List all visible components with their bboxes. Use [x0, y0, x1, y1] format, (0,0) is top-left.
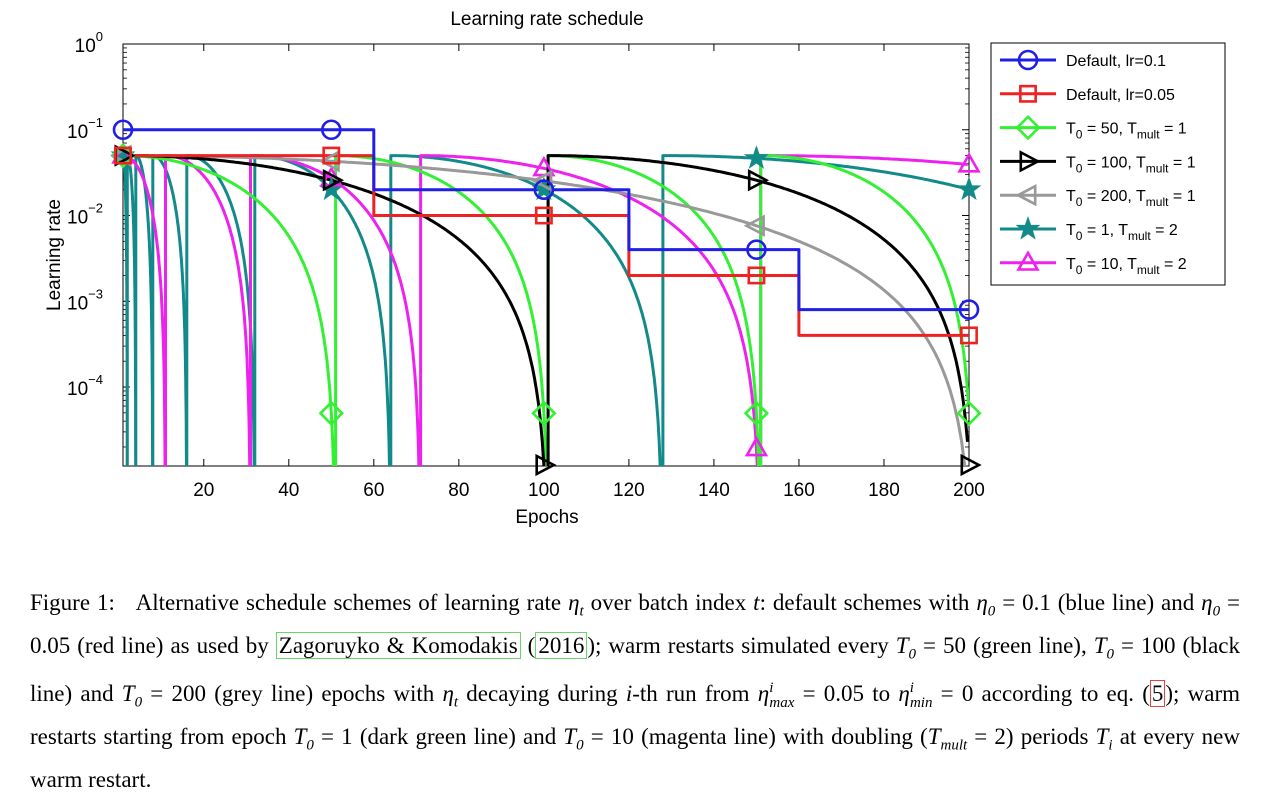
series-markers [110, 119, 982, 477]
x-axis-label: Epochs [515, 507, 578, 528]
legend-entry-0: Default, lr=0.1 [1066, 53, 1166, 70]
series-marker-4 [743, 214, 765, 237]
x-tick-label: 20 [193, 480, 214, 501]
series-line-5 [123, 154, 968, 466]
series-marker-3 [535, 453, 557, 477]
legend-marker [1015, 184, 1037, 207]
series-marker-0 [746, 239, 767, 260]
series-line-3 [123, 154, 969, 466]
series-marker-3 [960, 453, 982, 477]
series-marker-0 [321, 119, 342, 141]
caption-label: Figure 1: [30, 590, 115, 615]
series-marker-0 [958, 299, 980, 320]
legend-entry-6: T0 = 10, Tmult = 2 [1066, 256, 1187, 277]
equation-ref-link[interactable]: 5 [1149, 680, 1166, 708]
series-marker-1 [960, 326, 978, 345]
series-marker-0 [533, 179, 555, 201]
legend-entry-5: T0 = 1, Tmult = 2 [1066, 222, 1178, 243]
series-lines [123, 128, 969, 466]
series-marker-3 [747, 169, 770, 192]
x-tick-label: 60 [363, 480, 384, 501]
legend-entry-1: Default, lr=0.05 [1066, 87, 1175, 104]
series-marker-2 [956, 400, 982, 426]
series-marker-1 [747, 266, 766, 285]
series-line-0 [123, 128, 969, 312]
legend-marker [1016, 250, 1040, 271]
chart-title: Learning rate schedule [450, 9, 643, 30]
x-tick-label: 140 [698, 480, 730, 501]
y-tick-label: 10−3 [67, 286, 103, 314]
figure-caption: Figure 1: Alternative schedule schemes o… [30, 590, 1241, 793]
y-tick-label: 10−4 [67, 372, 103, 400]
series-marker-5 [956, 176, 982, 201]
x-tick-label: 120 [613, 480, 645, 501]
x-axis-ticks: 20 40 60 80 100 120 140 160 180 200 [193, 44, 985, 501]
series-marker-2 [743, 400, 770, 426]
y-axis-label: Learning rate [44, 199, 65, 311]
citation-link-authors[interactable]: Zagoruyko & Komodakis [275, 632, 521, 660]
learning-rate-figure: Learning rate schedule 20 40 60 80 100 120 140… [44, 9, 1226, 528]
x-tick-label: 160 [783, 480, 815, 501]
x-tick-label: 100 [528, 480, 560, 501]
legend-entry-2: T0 = 50, Tmult = 1 [1066, 121, 1187, 142]
y-tick-label: 10−2 [67, 201, 103, 229]
x-tick-label: 180 [868, 480, 900, 501]
series-marker-5 [743, 145, 769, 169]
legend-marker [1019, 150, 1041, 173]
series-marker-0 [112, 119, 134, 141]
legend-marker [1017, 49, 1039, 71]
series-line-2 [123, 154, 969, 466]
x-tick-label: 40 [278, 480, 299, 501]
x-tick-label: 200 [953, 480, 985, 501]
series-marker-1 [114, 146, 132, 165]
series-marker-2 [318, 400, 344, 426]
legend-entry-3: T0 = 100, Tmult = 1 [1066, 154, 1196, 175]
citation-link-year[interactable]: 2016 [535, 632, 588, 660]
y-tick-label: 10−1 [67, 115, 103, 143]
y-tick-label: 100 [75, 29, 103, 57]
series-marker-3 [322, 169, 344, 192]
legend: Default, lr=0.1 Default, lr=0.05 T0 = 50, … [990, 42, 1226, 286]
series-marker-4 [531, 169, 553, 192]
legend-entry-4: T0 = 200, Tmult = 1 [1066, 188, 1196, 209]
legend-marker [1019, 84, 1037, 103]
legend-marker [1015, 114, 1041, 141]
legend-box [990, 42, 1226, 286]
series-marker-2 [531, 400, 557, 426]
legend-marker [1015, 215, 1041, 240]
series-marker-6 [957, 151, 981, 173]
series-marker-1 [322, 146, 341, 165]
series-marker-6 [744, 435, 769, 457]
series-marker-1 [534, 206, 553, 225]
x-tick-label: 80 [448, 480, 469, 501]
